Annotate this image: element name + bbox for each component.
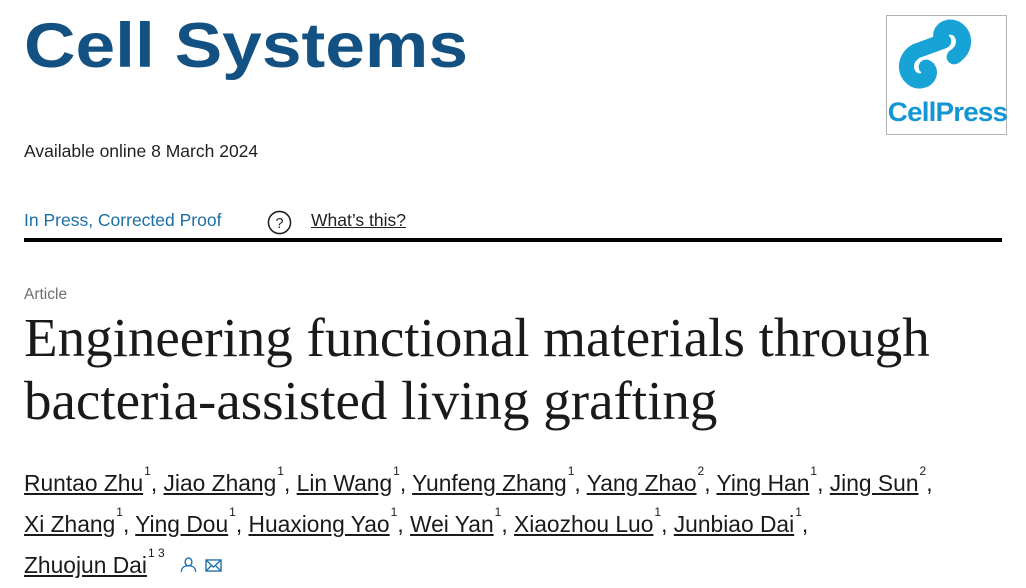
svg-text:?: ? bbox=[275, 216, 283, 232]
